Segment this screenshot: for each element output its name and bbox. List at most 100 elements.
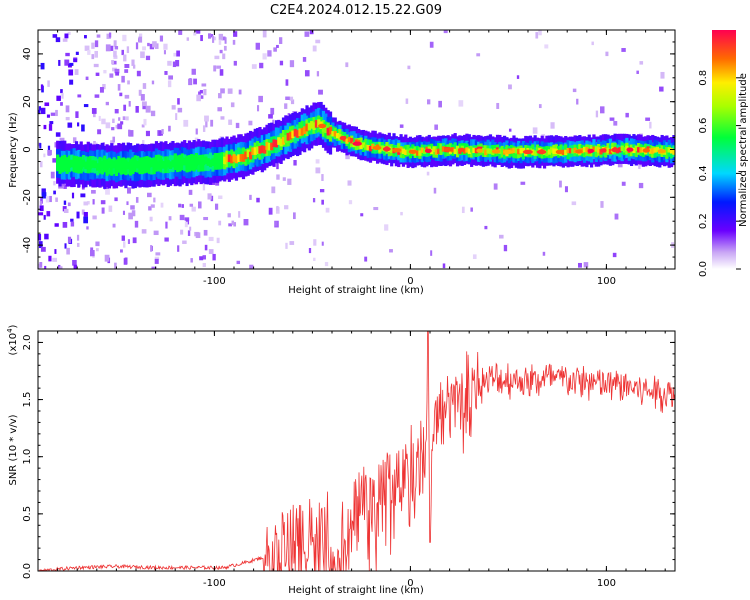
heatmap-cell (114, 46, 119, 50)
heatmap-ridge-cell (472, 147, 476, 154)
heatmap-cell (46, 211, 51, 217)
heatmap-cell (218, 220, 222, 226)
heatmap-cell (189, 78, 192, 85)
heatmap-ridge-cell (653, 147, 657, 153)
heatmap-cell (105, 122, 111, 129)
heatmap-cell (128, 101, 131, 107)
heatmap-cell (113, 40, 117, 47)
heatmap-cell (249, 194, 252, 200)
heatmap-ridge-cell (159, 159, 163, 167)
heatmap-cell (60, 182, 66, 186)
heatmap-cell (218, 93, 222, 99)
heatmap-ticks: -100 0 100 -40 -20 0 20 40 (22, 29, 675, 287)
heatmap-cell (208, 236, 214, 242)
snr-x-tick-label: -100 (203, 578, 226, 589)
heatmap-cell (127, 187, 131, 194)
heatmap-cell (92, 199, 95, 205)
heatmap-cell (163, 50, 166, 55)
heatmap-cell (233, 31, 238, 37)
heatmap-cell (128, 129, 131, 137)
heatmap-cell (168, 216, 172, 221)
heatmap-cell (104, 254, 110, 262)
heatmap-ridge-cell (67, 160, 72, 168)
heatmap-cell (204, 115, 209, 122)
heatmap-ridge-cell (157, 161, 161, 170)
heatmap-cell (600, 201, 604, 208)
heatmap-cell (117, 123, 123, 130)
heatmap-cell (62, 38, 68, 42)
heatmap-cell (45, 196, 50, 203)
heatmap-ridge-cell (331, 131, 335, 137)
heatmap-cell (227, 88, 233, 94)
heatmap-ridge-cell (368, 139, 373, 152)
heatmap-cell (47, 149, 52, 156)
heatmap-ridge-cell (103, 160, 107, 169)
heatmap-cell (195, 30, 201, 34)
heatmap-cell (223, 45, 227, 51)
heatmap-cell (138, 89, 142, 96)
heatmap-cell (125, 116, 129, 121)
heatmap-cell (211, 180, 216, 185)
heatmap-ridge-cell (437, 148, 441, 154)
heatmap-ridge-cell (56, 160, 60, 168)
heatmap-ridge-cell (547, 149, 551, 155)
heatmap-ridge-cell (347, 136, 351, 143)
heatmap-cell (309, 30, 314, 35)
heatmap-ridge-cell (571, 148, 575, 154)
heatmap-cell (68, 69, 74, 76)
heatmap-cell (304, 31, 310, 37)
heatmap-ridge-cell (517, 148, 521, 155)
heatmap-ridge-cell (439, 148, 443, 154)
heatmap-y-tick-label: -20 (22, 189, 33, 205)
heatmap-cell (128, 212, 133, 220)
colorbar-tick-label: 0.0 (698, 261, 709, 277)
heatmap-cell (232, 39, 236, 45)
heatmap-cell (101, 207, 105, 214)
heatmap-ridge-cell (296, 130, 300, 138)
heatmap-cell (85, 76, 89, 81)
heatmap-y-tick-label: 20 (22, 95, 33, 108)
heatmap-ridge-cell (143, 159, 147, 168)
heatmap-cell (127, 239, 131, 244)
heatmap-hot-spot (372, 145, 382, 151)
heatmap-cell (205, 121, 208, 128)
snr-series-line (38, 331, 675, 571)
heatmap-cell (212, 253, 216, 261)
snr-ticks: -100 0 100 0.0 0.5 1.0 1.5 2.0 (22, 331, 675, 589)
heatmap-cell (198, 91, 201, 97)
heatmap-cell (158, 130, 163, 136)
heatmap-ridge-cell (213, 156, 217, 165)
heatmap-cell (109, 45, 114, 51)
heatmap-cell (43, 214, 46, 220)
heatmap-cell (194, 137, 199, 143)
heatmap-cell (63, 200, 67, 205)
heatmap-cell (289, 96, 294, 101)
heatmap-ridge-cell (105, 161, 109, 170)
heatmap-cell (115, 72, 120, 76)
heatmap-cell (52, 158, 57, 163)
heatmap-cell (118, 117, 121, 121)
snr-x-axis-label: Height of straight line (km) (288, 585, 424, 596)
heatmap-ridge-cell (597, 147, 601, 153)
heatmap-hot-spot (382, 146, 391, 152)
heatmap-ridge-cell (86, 160, 90, 168)
heatmap-cell (135, 105, 139, 113)
heatmap-cell (216, 237, 220, 244)
heatmap-cell (544, 44, 549, 49)
heatmap-cell (84, 45, 90, 51)
heatmap-cell (114, 262, 117, 269)
heatmap-cell (612, 252, 617, 258)
heatmap-cell (538, 104, 542, 109)
heatmap-ridge-cell (651, 148, 655, 154)
heatmap-cell (438, 100, 442, 108)
heatmap-cell (41, 192, 47, 199)
heatmap-cell (198, 201, 202, 209)
snr-multiplier-base: (x10 (8, 333, 19, 356)
heatmap-cell (41, 188, 46, 196)
heatmap-ridge-cell (368, 145, 373, 152)
heatmap-ridge-cell (585, 147, 589, 153)
heatmap-cell (87, 50, 91, 55)
heatmap-cell (55, 197, 58, 202)
heatmap-cell (39, 205, 44, 212)
heatmap-ridge-cell (138, 162, 142, 171)
